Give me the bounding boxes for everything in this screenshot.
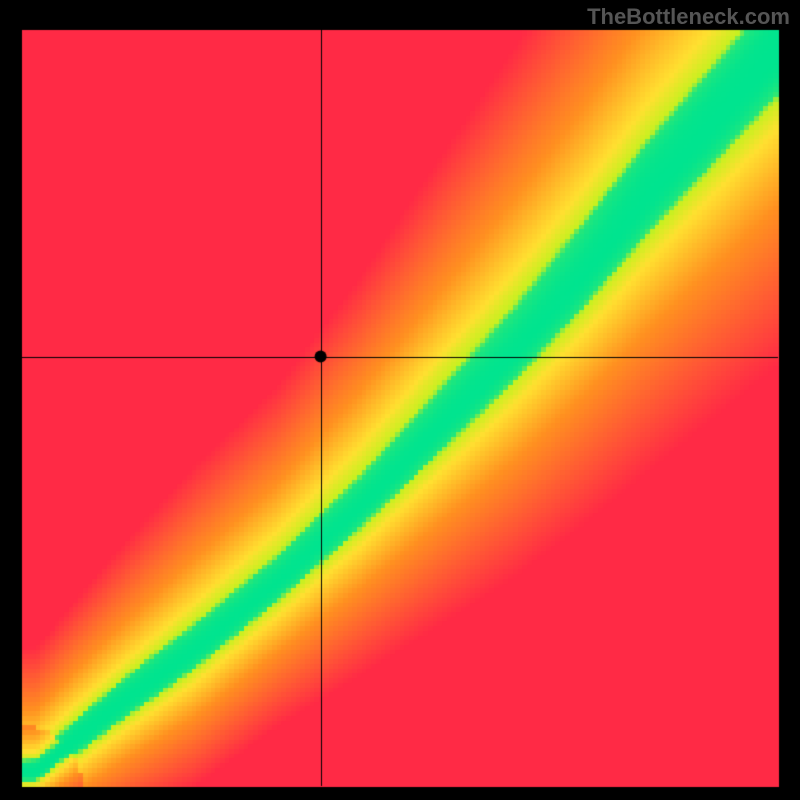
bottleneck-heatmap <box>0 0 800 800</box>
chart-container: TheBottleneck.com <box>0 0 800 800</box>
watermark-text: TheBottleneck.com <box>587 4 790 30</box>
